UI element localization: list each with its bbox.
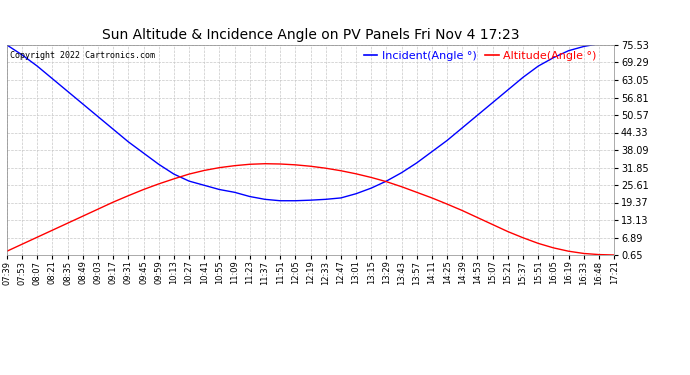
Title: Sun Altitude & Incidence Angle on PV Panels Fri Nov 4 17:23: Sun Altitude & Incidence Angle on PV Pan… — [101, 28, 520, 42]
Text: Copyright 2022 Cartronics.com: Copyright 2022 Cartronics.com — [10, 51, 155, 60]
Legend: Incident(Angle °), Altitude(Angle °): Incident(Angle °), Altitude(Angle °) — [364, 51, 596, 60]
